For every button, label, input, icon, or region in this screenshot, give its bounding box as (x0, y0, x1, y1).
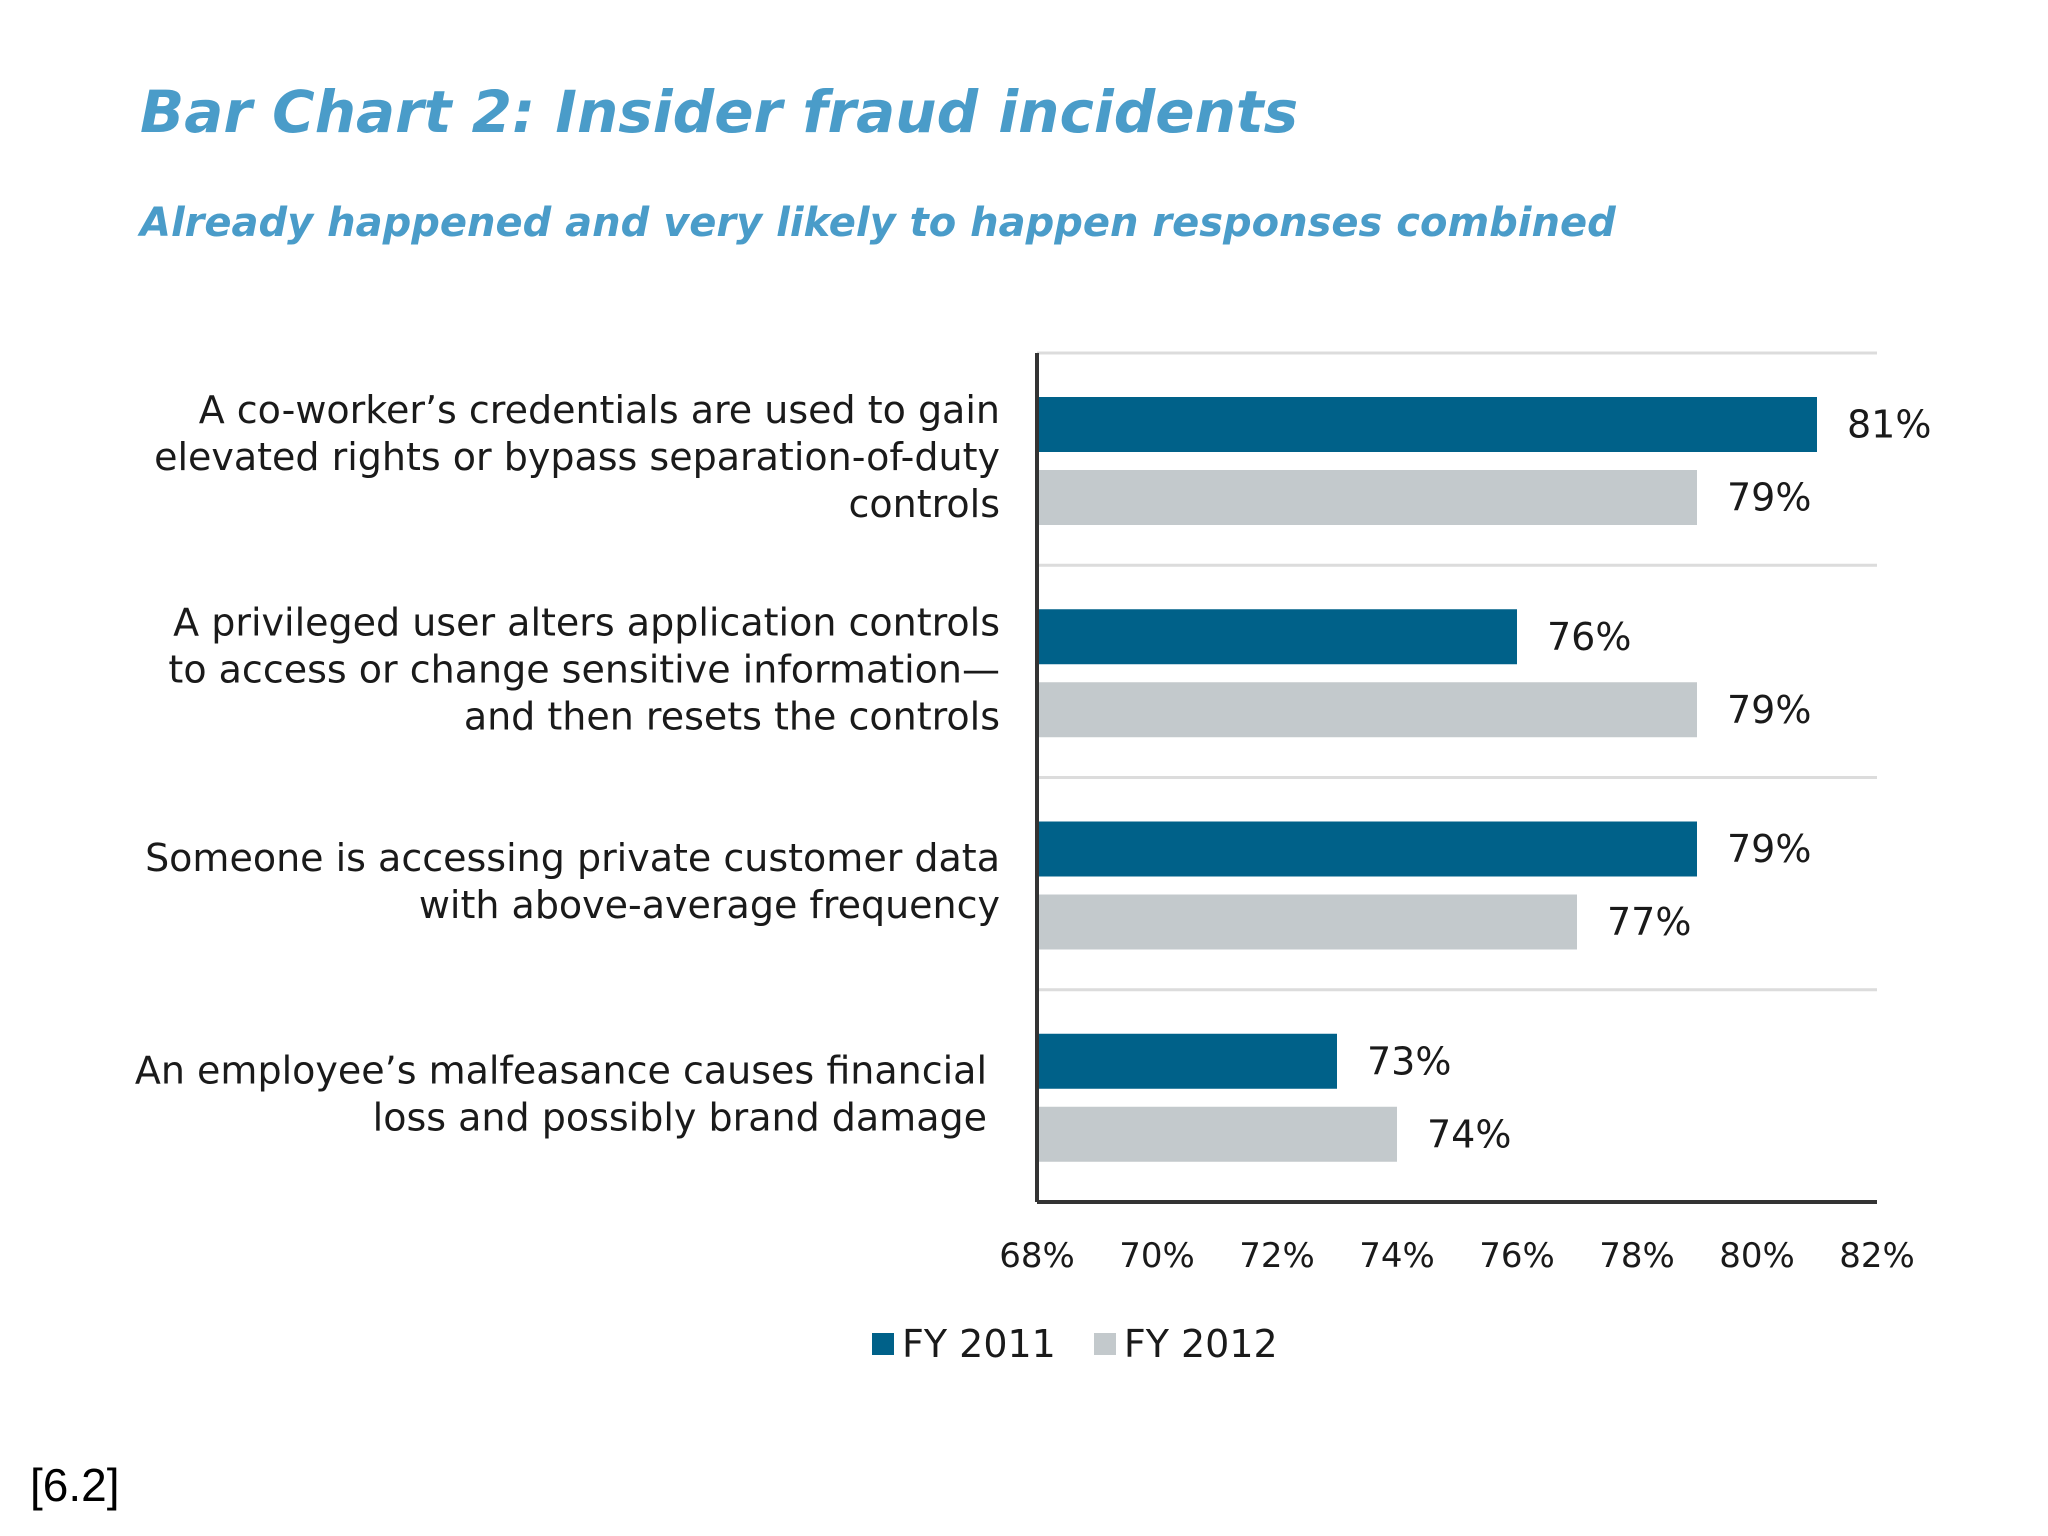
footnote: [6.2] (30, 1459, 120, 1511)
data-label: 79% (1727, 476, 1811, 520)
x-tick-label: 80% (1719, 1236, 1795, 1276)
data-label: 73% (1367, 1039, 1451, 1083)
x-tick-label: 76% (1479, 1236, 1555, 1276)
x-tick-label: 68% (999, 1236, 1075, 1276)
legend-label-fy2012: FY 2012 (1123, 1322, 1278, 1366)
chart-subtitle: Already happened and very likely to happ… (140, 200, 1616, 246)
category-label: A co-worker’s credentials are used to ga… (199, 388, 1000, 432)
legend-item-fy2011: FY 2011 (872, 1322, 1056, 1366)
legend-item-fy2012: FY 2012 (1093, 1322, 1278, 1366)
data-label: 76% (1547, 615, 1631, 659)
bar-fy2012 (1037, 894, 1577, 950)
x-tick-label: 70% (1119, 1236, 1195, 1276)
bar-fy2011 (1037, 397, 1817, 452)
bar-fy2012 (1037, 1106, 1397, 1162)
bar-fy2011 (1037, 609, 1517, 665)
data-label: 74% (1427, 1112, 1511, 1156)
bar-fy2011 (1037, 1033, 1337, 1089)
category-label: loss and possibly brand damage (373, 1095, 987, 1139)
bar-fy2011 (1037, 821, 1697, 877)
x-tick-label: 72% (1239, 1236, 1315, 1276)
category-label: elevated rights or bypass separation-of-… (154, 435, 1000, 479)
category-label: An employee’s malfeasance causes financi… (135, 1048, 987, 1092)
category-label: and then resets the controls (464, 694, 1000, 738)
category-label: Someone is accessing private customer da… (145, 836, 1000, 880)
data-label: 77% (1607, 900, 1691, 944)
data-label: 79% (1727, 688, 1811, 732)
legend-swatch-fy2011 (872, 1333, 894, 1355)
x-tick-label: 78% (1599, 1236, 1675, 1276)
category-label: to access or change sensitive informatio… (168, 647, 1000, 691)
bar-fy2012 (1037, 682, 1697, 738)
legend-label-fy2011: FY 2011 (902, 1322, 1056, 1366)
x-tick-label: 74% (1359, 1236, 1435, 1276)
chart-title: Bar Chart 2: Insider fraud incidents (140, 78, 1299, 146)
legend: FY 2011 FY 2012 (872, 1322, 1278, 1366)
bar-fy2012 (1037, 470, 1697, 525)
x-tick-label: 82% (1839, 1236, 1915, 1276)
legend-swatch-fy2012 (1093, 1333, 1116, 1355)
category-label: controls (848, 482, 1000, 526)
data-label: 79% (1727, 827, 1811, 871)
category-label: A privileged user alters application con… (173, 600, 1000, 644)
category-label: with above-average frequency (419, 883, 1000, 927)
data-label: 81% (1847, 403, 1931, 447)
